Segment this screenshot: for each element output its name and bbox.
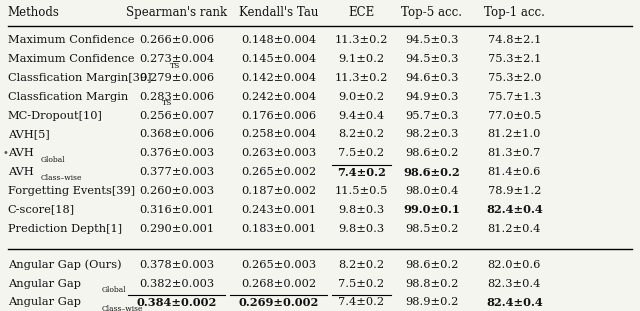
Text: 0.242±0.004: 0.242±0.004 [241,92,316,102]
Text: 99.0±0.1: 99.0±0.1 [403,204,460,215]
Text: Maximum Confidence: Maximum Confidence [8,35,134,45]
Text: C-score[18]: C-score[18] [8,205,75,215]
Text: 82.3±0.4: 82.3±0.4 [488,279,541,289]
Text: 81.2±1.0: 81.2±1.0 [488,129,541,139]
Text: Forgetting Events[39]: Forgetting Events[39] [8,186,135,196]
Text: 98.2±0.3: 98.2±0.3 [405,129,458,139]
Text: 98.5±0.2: 98.5±0.2 [405,224,458,234]
Text: 0.187±0.002: 0.187±0.002 [241,186,316,196]
Text: 75.7±1.3: 75.7±1.3 [488,92,541,102]
Text: 0.273±0.004: 0.273±0.004 [139,54,214,64]
Text: 82.4±0.4: 82.4±0.4 [486,204,543,215]
Text: 0.290±0.001: 0.290±0.001 [139,224,214,234]
Text: AVH[5]: AVH[5] [8,129,49,139]
Text: Spearman's rank: Spearman's rank [126,7,227,20]
Text: 0.378±0.003: 0.378±0.003 [139,260,214,270]
Text: 9.1±0.2: 9.1±0.2 [339,54,385,64]
Text: 9.8±0.3: 9.8±0.3 [339,205,385,215]
Text: 7.4±0.2: 7.4±0.2 [339,297,385,307]
Text: 77.0±0.5: 77.0±0.5 [488,111,541,121]
Text: Kendall's Tau: Kendall's Tau [239,7,318,20]
Text: Top-1 acc.: Top-1 acc. [484,7,545,20]
Text: 94.5±0.3: 94.5±0.3 [405,35,458,45]
Text: ECE: ECE [348,7,374,20]
Text: 0.283±0.006: 0.283±0.006 [139,92,214,102]
Text: 0.269±0.002: 0.269±0.002 [238,297,319,308]
Text: Global: Global [102,286,126,294]
Text: Top-5 acc.: Top-5 acc. [401,7,462,20]
Text: 0.377±0.003: 0.377±0.003 [139,167,214,177]
Text: 74.8±2.1: 74.8±2.1 [488,35,541,45]
Text: Prediction Depth[1]: Prediction Depth[1] [8,224,122,234]
Text: Class–wise: Class–wise [102,305,143,311]
Text: TS: TS [170,62,180,70]
Text: 11.5±0.5: 11.5±0.5 [335,186,388,196]
Text: 0.265±0.002: 0.265±0.002 [241,167,316,177]
Text: Global: Global [41,156,65,164]
Text: 0.265±0.003: 0.265±0.003 [241,260,316,270]
Text: Classfication Margin[39]: Classfication Margin[39] [8,73,151,83]
Text: MC-Dropout[10]: MC-Dropout[10] [8,111,102,121]
Text: 81.3±0.7: 81.3±0.7 [488,148,541,158]
Text: 94.6±0.3: 94.6±0.3 [405,73,458,83]
Text: 98.8±0.2: 98.8±0.2 [405,279,458,289]
Text: 0.263±0.003: 0.263±0.003 [241,148,316,158]
Text: 7.4±0.2: 7.4±0.2 [337,167,386,178]
Text: 0.256±0.007: 0.256±0.007 [139,111,214,121]
Text: Angular Gap: Angular Gap [8,279,81,289]
Text: TS: TS [163,99,173,107]
Text: 0.183±0.001: 0.183±0.001 [241,224,316,234]
Text: 94.5±0.3: 94.5±0.3 [405,54,458,64]
Text: Maximum Confidence: Maximum Confidence [8,54,134,64]
Text: 98.6±0.2: 98.6±0.2 [405,148,458,158]
Text: 7.5±0.2: 7.5±0.2 [339,279,385,289]
Text: 0.148±0.004: 0.148±0.004 [241,35,316,45]
Text: 0.368±0.006: 0.368±0.006 [139,129,214,139]
Text: 8.2±0.2: 8.2±0.2 [339,260,385,270]
Text: 98.0±0.4: 98.0±0.4 [405,186,458,196]
Text: 7.5±0.2: 7.5±0.2 [339,148,385,158]
Text: 81.2±0.4: 81.2±0.4 [488,224,541,234]
Text: Methods: Methods [8,7,60,20]
Text: 95.7±0.3: 95.7±0.3 [405,111,458,121]
Text: 0.268±0.002: 0.268±0.002 [241,279,316,289]
Text: 0.258±0.004: 0.258±0.004 [241,129,316,139]
Text: 11.3±0.2: 11.3±0.2 [335,73,388,83]
Text: 0.279±0.006: 0.279±0.006 [139,73,214,83]
Text: 82.0±0.6: 82.0±0.6 [488,260,541,270]
Text: 94.9±0.3: 94.9±0.3 [405,92,458,102]
Text: 82.4±0.4: 82.4±0.4 [486,297,543,308]
Text: 81.4±0.6: 81.4±0.6 [488,167,541,177]
Text: 0.145±0.004: 0.145±0.004 [241,54,316,64]
Text: Angular Gap (Ours): Angular Gap (Ours) [8,259,122,270]
Text: AVH: AVH [8,148,33,158]
Text: 0.266±0.006: 0.266±0.006 [139,35,214,45]
Text: 0.176±0.006: 0.176±0.006 [241,111,316,121]
Text: 75.3±2.0: 75.3±2.0 [488,73,541,83]
Text: •: • [3,148,8,158]
Text: 78.9±1.2: 78.9±1.2 [488,186,541,196]
Text: 0.382±0.003: 0.382±0.003 [139,279,214,289]
Text: 0.260±0.003: 0.260±0.003 [139,186,214,196]
Text: AVH: AVH [8,167,33,177]
Text: 0.316±0.001: 0.316±0.001 [139,205,214,215]
Text: 8.2±0.2: 8.2±0.2 [339,129,385,139]
Text: 9.4±0.4: 9.4±0.4 [339,111,385,121]
Text: Classfication Margin: Classfication Margin [8,92,128,102]
Text: 9.8±0.3: 9.8±0.3 [339,224,385,234]
Text: 9.0±0.2: 9.0±0.2 [339,92,385,102]
Text: Angular Gap: Angular Gap [8,297,81,307]
Text: 98.9±0.2: 98.9±0.2 [405,297,458,307]
Text: 75.3±2.1: 75.3±2.1 [488,54,541,64]
Text: 0.376±0.003: 0.376±0.003 [139,148,214,158]
Text: 0.243±0.001: 0.243±0.001 [241,205,316,215]
Text: 98.6±0.2: 98.6±0.2 [403,167,460,178]
Text: 0.384±0.002: 0.384±0.002 [136,297,217,308]
Text: Class–wise: Class–wise [41,174,83,183]
Text: 0.142±0.004: 0.142±0.004 [241,73,316,83]
Text: 11.3±0.2: 11.3±0.2 [335,35,388,45]
Text: 98.6±0.2: 98.6±0.2 [405,260,458,270]
